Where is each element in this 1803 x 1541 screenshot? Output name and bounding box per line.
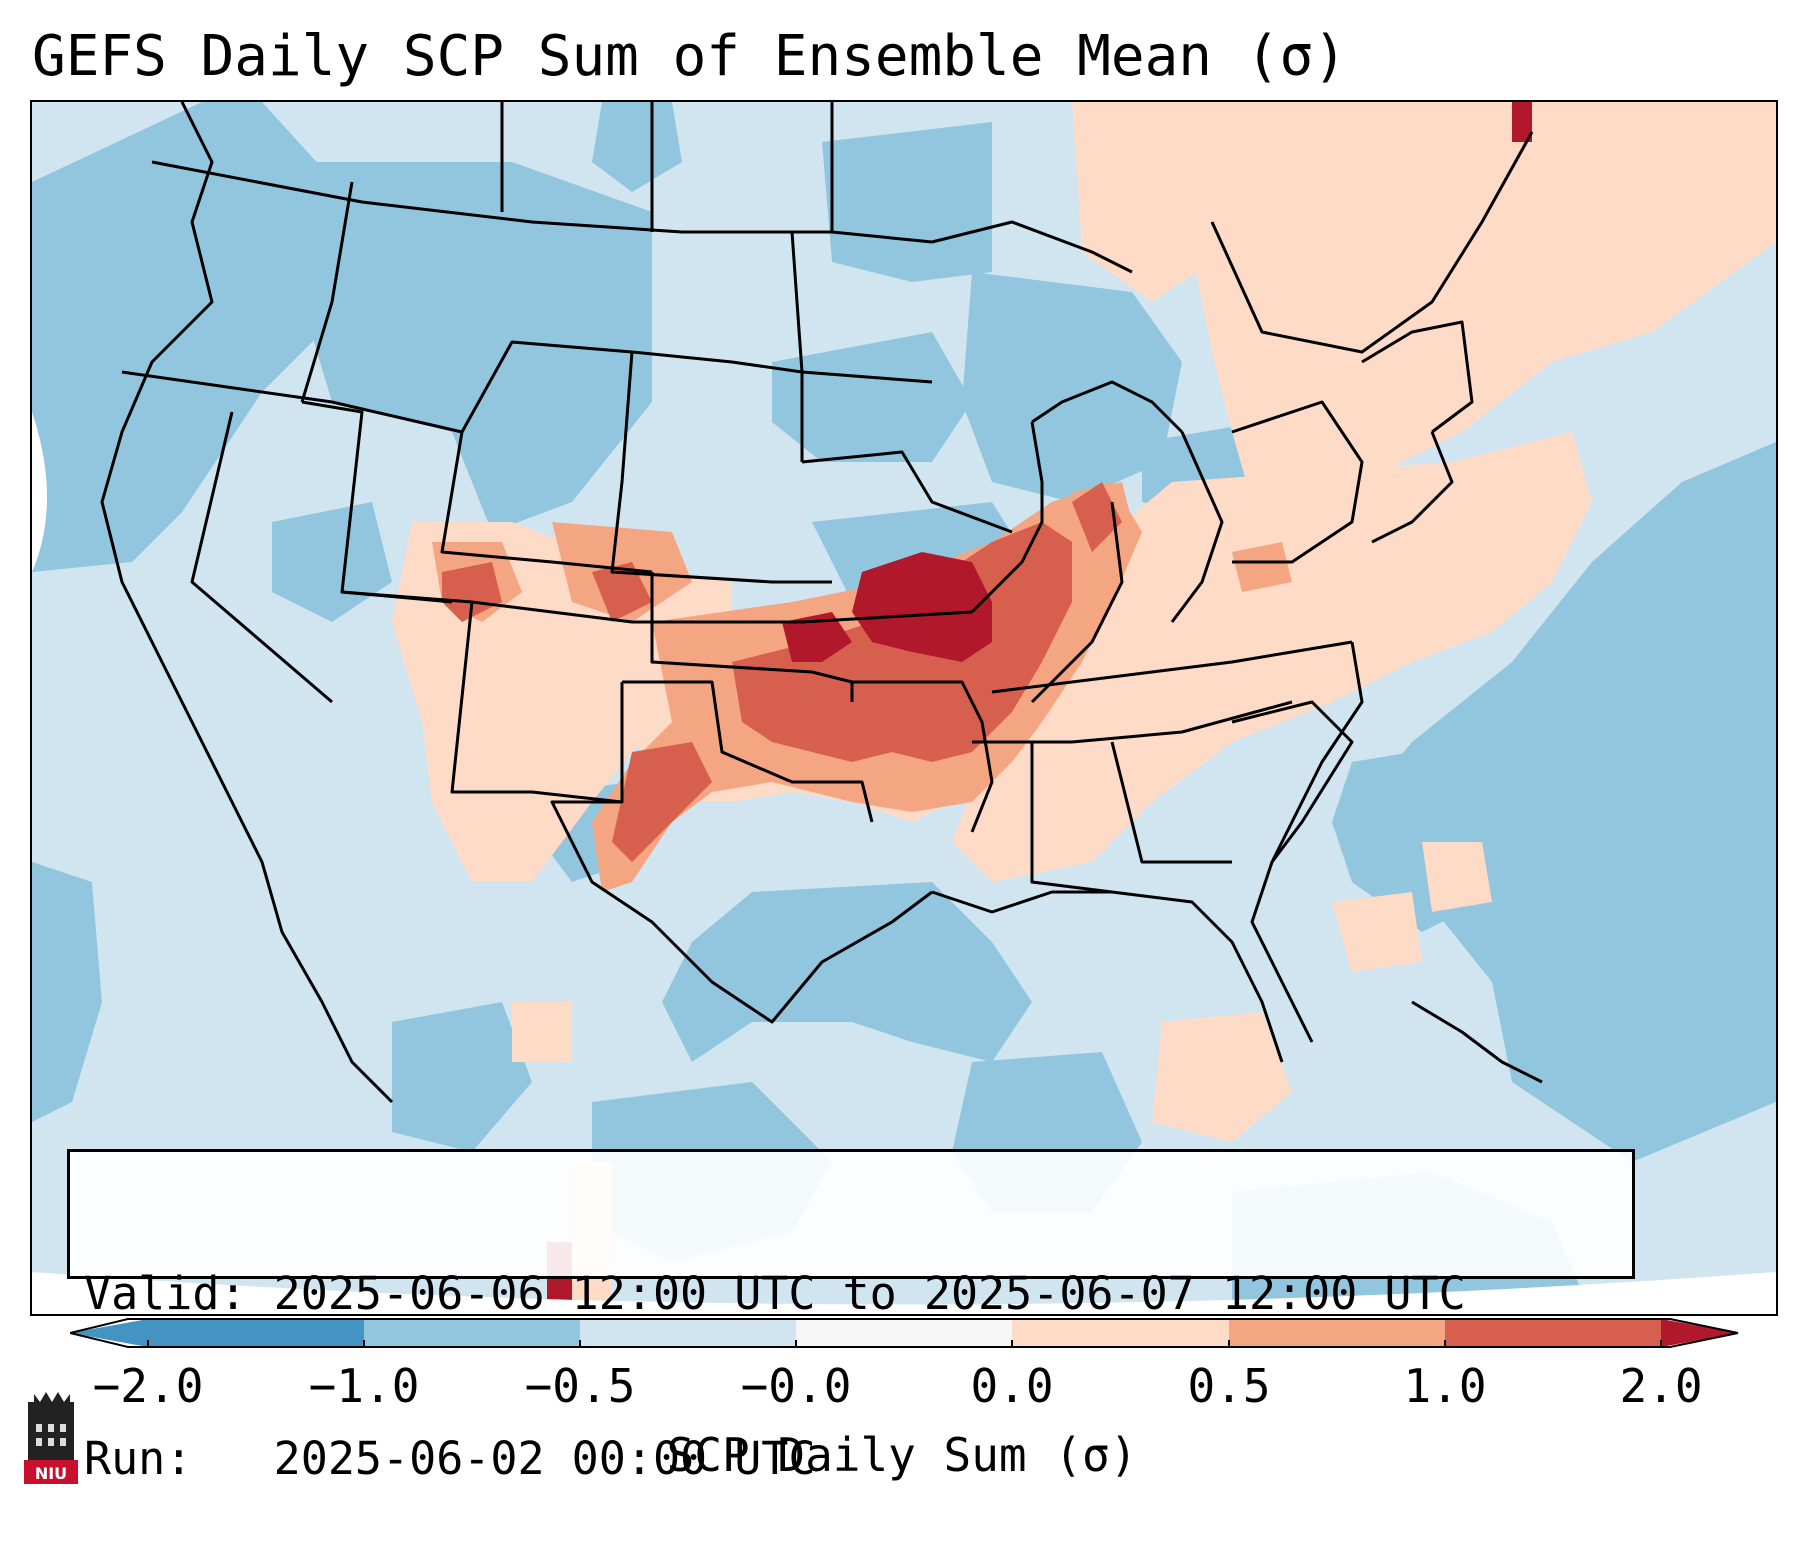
four-corners-latitude (341, 590, 973, 624)
bahamas-outline (1411, 1000, 1543, 1084)
colorbar-tick-label: 0.5 (1187, 1359, 1271, 1413)
tennessee-south-border (972, 700, 1293, 744)
kansas-oklahoma-border (650, 572, 854, 702)
us-canada-border (151, 160, 933, 244)
colorbar-extend-low (70, 1319, 148, 1347)
map-frame (30, 100, 1778, 1316)
valid-run-info-box: Valid: 2025-06-06 12:00 UTC to 2025-06-0… (67, 1149, 1635, 1485)
florida-outline (1111, 890, 1284, 1063)
idaho-west-border (300, 181, 354, 403)
niu-tower-logo-icon: NIU (24, 1392, 78, 1484)
gulf-coast (931, 890, 1112, 914)
tennessee-north-border (991, 640, 1353, 694)
colorbar-tick-label: −0.0 (740, 1359, 852, 1413)
colorbar-segment (1229, 1319, 1445, 1347)
colorbar-segment (580, 1319, 796, 1347)
run-time-text: Run: 2025-06-02 00:00 UTC (84, 1432, 816, 1485)
mississippi-alabama-border (1030, 742, 1113, 894)
colorbar-tick-label: −1.0 (308, 1359, 420, 1413)
dakota-minnesota-border (790, 231, 804, 462)
iowa-border (801, 450, 1013, 534)
colorbar-segment (1012, 1319, 1229, 1347)
carolina-border (1231, 700, 1354, 863)
colorbar-extend-high (1661, 1319, 1738, 1347)
colorbar-label: SCP Daily Sum (σ) (666, 1428, 1138, 1482)
arkansas-border (852, 680, 994, 833)
projection-edge-bottom (32, 1272, 1776, 1314)
colorbar-tick-label: −2.0 (92, 1359, 204, 1413)
new-england-border (1361, 320, 1474, 434)
valid-time-text: Valid: 2025-06-06 12:00 UTC to 2025-06-0… (84, 1267, 1466, 1320)
colorbar (70, 1318, 1739, 1348)
colorbar-tick-label: 0.0 (970, 1359, 1054, 1413)
colorbar-segment (364, 1319, 580, 1347)
field-extreme-positive (547, 102, 1532, 1314)
montana-south-border (460, 340, 933, 433)
indiana-border (1030, 501, 1124, 704)
map-canvas (32, 102, 1776, 1314)
great-lakes-south (1031, 380, 1184, 434)
colorbar-segment (1445, 1319, 1661, 1347)
projection-edge-left (32, 412, 47, 572)
washington-oregon-border (121, 370, 463, 434)
northeast-coast (1371, 431, 1454, 544)
illinois-west-border (970, 421, 1044, 614)
colorbar-segment (148, 1319, 364, 1347)
ohio-border (1170, 431, 1224, 623)
saint-lawrence-border (1210, 131, 1534, 354)
oklahoma-texas-border (622, 680, 874, 823)
colorbar-segment (796, 1319, 1012, 1347)
pacific-coastline (100, 102, 394, 1104)
pennsylvania-border (1231, 400, 1364, 564)
texas-coast (550, 800, 933, 1024)
political-borders (100, 102, 1543, 1104)
new-mexico-border (450, 601, 624, 804)
nevada-border (190, 411, 333, 704)
colorbar-tick-label: 1.0 (1403, 1359, 1487, 1413)
colorbar-tick-label: −0.5 (524, 1359, 636, 1413)
wyoming-colorado-border (440, 431, 653, 574)
atlantic-coastline (1250, 641, 1364, 1043)
alabama-georgia-border (1110, 741, 1232, 864)
wyoming-nebraska-border (610, 351, 832, 584)
lake-superior-shore (931, 220, 1133, 274)
map-title: GEFS Daily SCP Sum of Ensemble Mean (σ) (32, 24, 1347, 89)
colorbar-tick-label: 2.0 (1619, 1359, 1703, 1413)
logo-text: NIU (35, 1464, 67, 1483)
